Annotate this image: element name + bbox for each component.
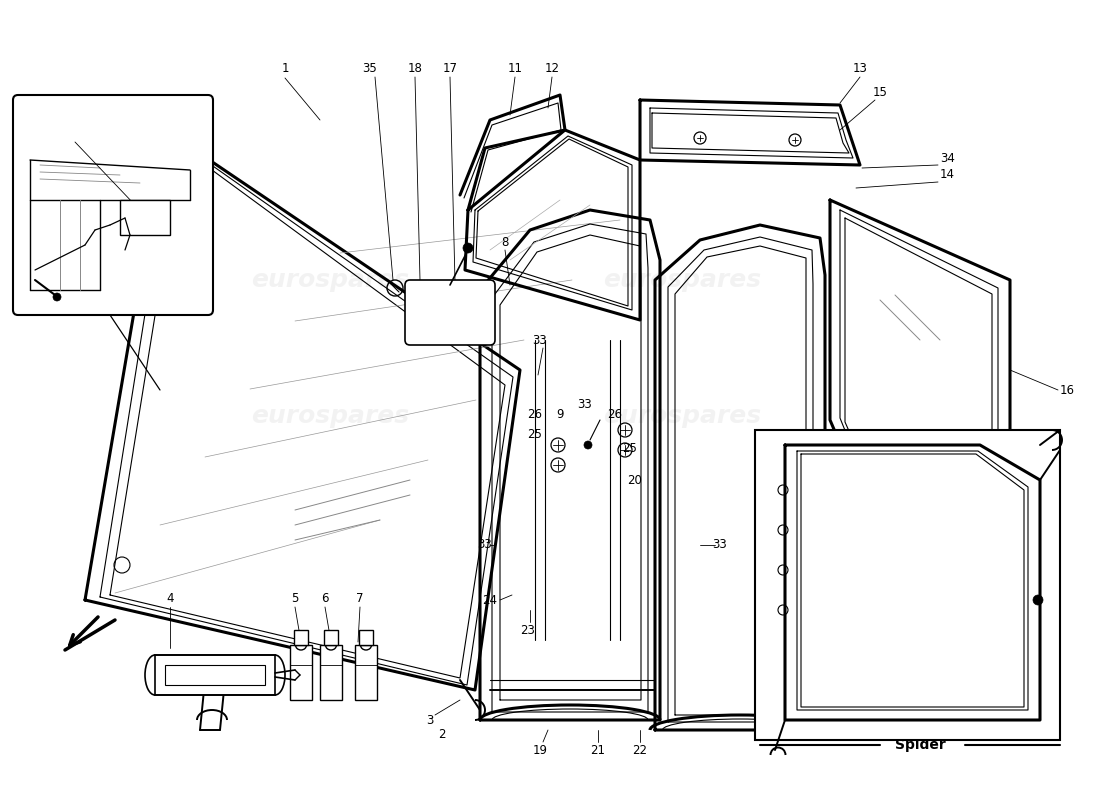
Text: 9: 9 [557,409,563,422]
Text: 19: 19 [532,743,548,757]
Text: 1: 1 [282,62,288,74]
Bar [324,630,338,645]
Text: 25: 25 [623,442,637,454]
Bar [165,665,265,685]
Bar [355,645,377,700]
Text: 30: 30 [858,474,872,486]
Circle shape [463,243,473,253]
Text: 14: 14 [940,169,955,182]
Text: BETASEAL: BETASEAL [187,670,242,680]
Text: 17: 17 [442,62,458,74]
Text: eurospares: eurospares [603,404,761,428]
FancyBboxPatch shape [405,280,495,345]
Text: 2: 2 [438,729,446,742]
Text: 35: 35 [363,62,377,74]
Text: 4: 4 [166,591,174,605]
Text: 15: 15 [872,86,888,98]
Text: 22: 22 [632,743,648,757]
Text: 23: 23 [520,623,536,637]
Bar [290,645,312,700]
Text: 21: 21 [591,743,605,757]
Circle shape [1033,595,1043,605]
Text: eurospares: eurospares [251,268,409,292]
Text: 28: 28 [892,514,907,526]
Text: 13: 13 [852,62,868,74]
Text: 31: 31 [884,474,900,486]
Text: 16: 16 [1060,383,1075,397]
Text: 10: 10 [51,129,66,142]
Text: 27: 27 [931,729,946,742]
Text: 11: 11 [507,62,522,74]
Text: 8: 8 [502,235,508,249]
Bar [755,430,1060,740]
Text: 20: 20 [628,474,642,486]
Bar [359,630,373,645]
Text: 5: 5 [292,591,299,605]
Text: BETASEAL: BETASEAL [187,670,242,680]
Text: 33: 33 [477,538,493,551]
Circle shape [584,441,592,449]
Text: 18: 18 [408,62,422,74]
Text: 3: 3 [427,714,433,726]
FancyBboxPatch shape [13,95,213,315]
Text: eurospares: eurospares [603,268,761,292]
Text: 24: 24 [483,594,497,606]
Text: 29: 29 [830,474,846,486]
Text: 26: 26 [607,409,623,422]
Text: 33: 33 [578,398,593,411]
Bar [120,200,170,235]
Text: 32: 32 [755,729,769,742]
Text: 33: 33 [532,334,548,346]
Text: eurospares: eurospares [251,404,409,428]
Bar [320,645,342,700]
Text: 6: 6 [321,591,329,605]
Text: 33: 33 [713,538,727,551]
Bar [294,630,308,645]
Text: 26: 26 [528,409,542,422]
Text: 7: 7 [356,591,364,605]
Bar [155,655,275,695]
Text: 12: 12 [544,62,560,74]
Text: 10: 10 [51,122,65,134]
Text: 25: 25 [528,429,542,442]
Circle shape [53,293,60,301]
Text: Spider: Spider [894,738,945,752]
Text: 34: 34 [940,151,955,165]
